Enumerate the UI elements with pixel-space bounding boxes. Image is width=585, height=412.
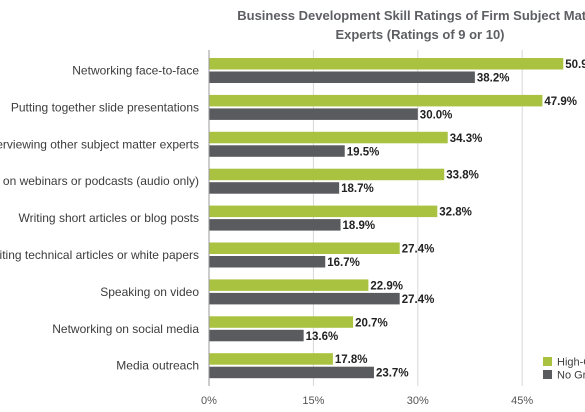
chart-title: Business Development Skill Ratings of Fi…: [210, 6, 585, 44]
category-label: Networking face-to-face: [72, 64, 199, 78]
legend-label: No Growth: [557, 370, 585, 382]
data-label: 32.8%: [439, 207, 472, 219]
bar-no-growth: [209, 292, 400, 305]
data-label: 18.7%: [341, 183, 374, 195]
data-label: 13.6%: [306, 331, 339, 343]
bars: [209, 58, 564, 379]
data-label: 34.3%: [450, 133, 483, 145]
data-label: 30.0%: [420, 109, 453, 121]
bar-high-growth: [209, 131, 448, 144]
legend-label: High-Growth: [557, 357, 585, 369]
bar-high-growth: [209, 242, 400, 254]
data-label: 23.7%: [376, 368, 409, 380]
data-label: 27.4%: [402, 244, 435, 256]
category-label: Writing short articles or blog posts: [18, 211, 199, 225]
bar-no-growth: [209, 256, 326, 268]
bar-high-growth: [209, 58, 564, 70]
data-label: 50.9%: [565, 59, 585, 71]
category-label: Interviewing other subject matter expert…: [0, 137, 199, 151]
bar-high-growth: [209, 353, 333, 365]
legend-swatch-no-growth: [543, 370, 552, 379]
bar-no-growth: [209, 219, 341, 231]
labels: 50.9% 38.2% Networking face-to-face 47.9% 30…: [0, 59, 585, 380]
x-tick-label: 45%: [511, 395, 533, 407]
category-label: Media outreach: [116, 359, 199, 373]
bar-no-growth: [209, 71, 475, 83]
bar-no-growth: [209, 329, 304, 342]
data-label: 16.7%: [327, 257, 360, 269]
category-label: Writing technical articles or white pape…: [0, 248, 199, 262]
data-label: 33.8%: [446, 170, 479, 182]
data-label: 18.9%: [343, 220, 376, 232]
chart-title-line-2: Experts (Ratings of 9 or 10): [335, 27, 505, 42]
bar-high-growth: [209, 205, 438, 218]
bar-high-growth: [209, 94, 543, 107]
data-label: 17.8%: [335, 354, 368, 366]
legend: High-GrowthNo Growth: [543, 357, 585, 382]
bar-no-growth: [209, 145, 345, 157]
legend-swatch-high-growth: [543, 357, 552, 366]
bar-no-growth: [209, 108, 418, 120]
bar-no-growth: [209, 182, 340, 194]
data-label: 38.2%: [477, 73, 510, 85]
bar-no-growth: [209, 366, 374, 379]
data-label: 27.4%: [402, 294, 435, 306]
category-label: Speaking on webinars or podcasts (audio …: [0, 174, 199, 188]
category-label: Putting together slide presentations: [11, 100, 199, 114]
category-label: Networking on social media: [52, 322, 199, 336]
x-tick-label: 0%: [201, 395, 217, 407]
data-label: 20.7%: [355, 317, 388, 329]
x-tick-label: 30%: [407, 395, 429, 407]
data-label: 22.9%: [370, 280, 403, 292]
x-tick-label: 15%: [302, 395, 324, 407]
category-label: Speaking on video: [100, 285, 199, 299]
chart-title-line-1: Business Development Skill Ratings of Fi…: [237, 8, 585, 23]
bar-high-growth: [209, 279, 369, 291]
x-axis: 0% 15% 30% 45%: [201, 50, 533, 407]
bar-high-growth: [209, 316, 354, 328]
data-label: 47.9%: [544, 96, 577, 108]
bar-high-growth: [209, 168, 445, 181]
data-label: 19.5%: [347, 146, 380, 158]
